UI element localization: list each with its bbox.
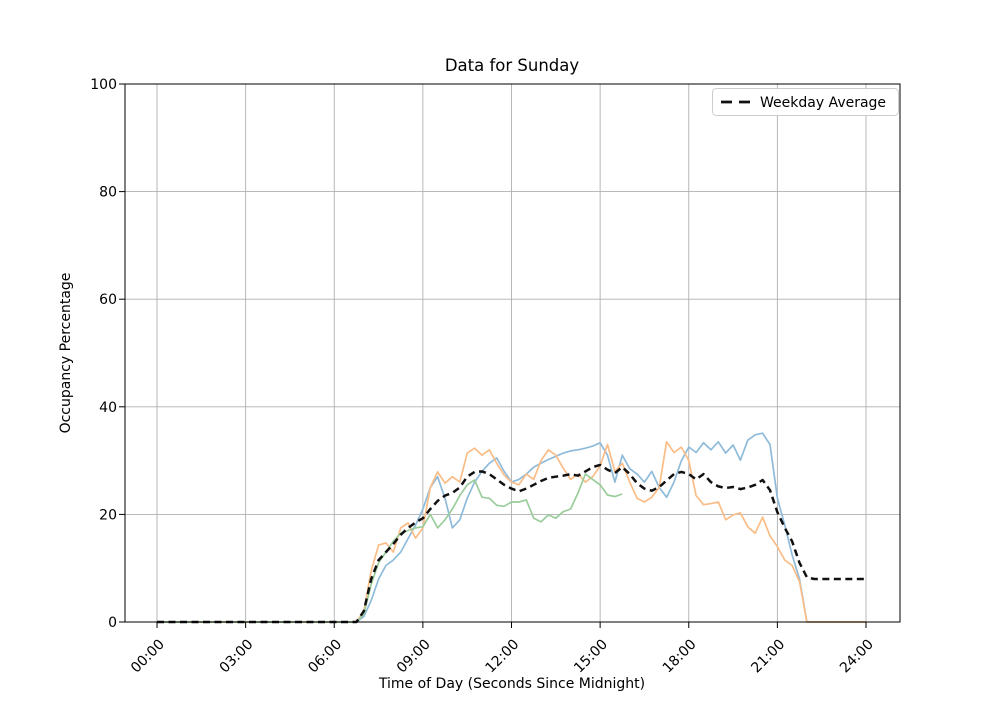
axes: 00:00 03:00 06:00 09:00 12:00 15:00 18:00 21:00…: [90, 77, 901, 677]
x-axis-label: Time of Day (Seconds Since Midnight): [378, 676, 645, 692]
plot-frame: [124, 83, 901, 623]
chart-title: Data for Sunday: [445, 56, 580, 75]
x-tick-label-24:00: 24:00: [837, 637, 877, 677]
legend-label: Weekday Average: [760, 95, 886, 111]
x-tick-label-18:00: 18:00: [660, 637, 700, 677]
x-tick-label-15:00: 15:00: [571, 637, 611, 677]
x-tick-label-06:00: 06:00: [305, 637, 345, 677]
y-tick-label-20: 20: [99, 507, 117, 523]
y-tick-label-0: 0: [108, 615, 117, 631]
x-tick-label-00:00: 00:00: [128, 637, 168, 677]
y-axis-label: Occupancy Percentage: [58, 273, 74, 434]
x-tick-label-09:00: 09:00: [394, 637, 434, 677]
legend: Weekday Average: [712, 88, 899, 116]
x-tick-label-21:00: 21:00: [748, 637, 788, 677]
x-tick-label-12:00: 12:00: [482, 637, 522, 677]
x-tick-label-03:00: 03:00: [217, 637, 257, 677]
y-tick-label-80: 80: [99, 185, 117, 201]
y-tick-label-100: 100: [90, 77, 117, 93]
legend-box: [712, 88, 899, 116]
y-tick-label-60: 60: [99, 292, 117, 308]
gridlines: [125, 83, 900, 623]
y-tick-label-40: 40: [99, 400, 117, 416]
